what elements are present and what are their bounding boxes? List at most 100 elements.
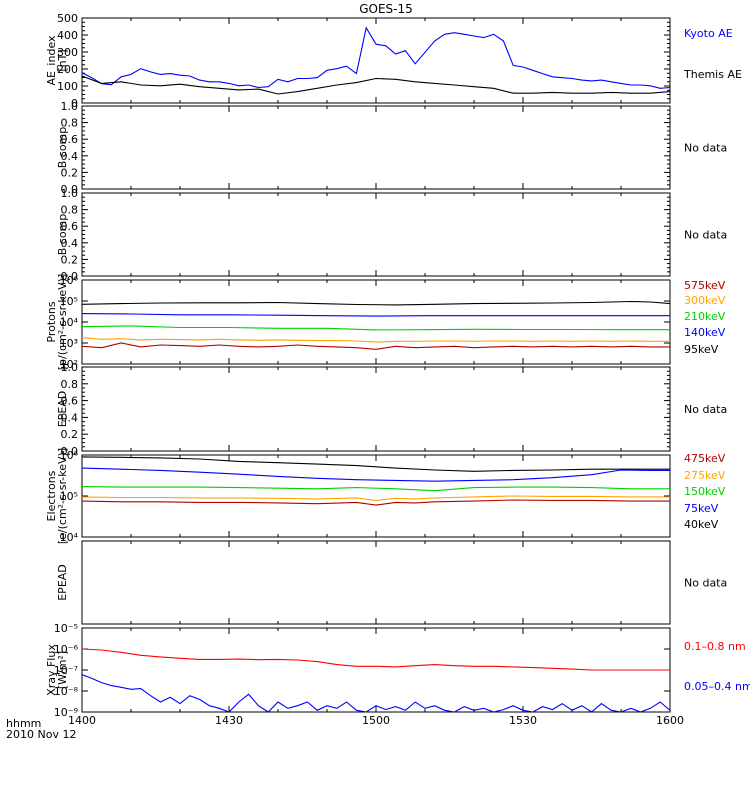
y-tick-label: 400 [57,29,78,42]
x-tick-label: 1430 [215,714,243,727]
y-tick-label: 0.2 [61,166,79,179]
y-tick-label: 0.0 [61,183,79,196]
y-tick-label: 0.2 [61,253,79,266]
panel-protons: 10² 10³ 10⁴ 10⁵ 10⁶ Protons[p/(cm²-s-sr-keV)]… [45,274,726,371]
time-format-label: hhmm [6,717,41,730]
y-tick-label: 10⁴ [60,531,79,544]
x-tick-label: 1500 [362,714,390,727]
series-line-ae-themis-ae [82,75,670,95]
y-tick-label: 100 [57,80,78,93]
legend-entry: 95keV [684,343,719,356]
y-tick-label: 0.0 [61,445,79,458]
y-tick-label: 10⁴ [60,316,79,329]
y-tick-label: 0.6 [61,395,79,408]
legend-entry: 40keV [684,518,719,531]
y-tick-label: 1.0 [61,187,79,200]
no-data-label: No data [684,577,727,590]
y-tick-label: 200 [57,63,78,76]
date-label: 2010 Nov 12 [6,728,76,741]
y-tick-label: 10⁶ [60,449,79,462]
y-axis-label: AE_index [45,35,58,86]
series-line-protons-300kev [82,337,670,343]
y-axis-label: Protons [45,301,58,342]
series-line-electrons-475kev [82,499,670,506]
y-axis-label: [nT] [56,49,69,71]
y-tick-label: 0.6 [61,133,79,146]
panel-frame-b1 [81,105,671,190]
y-tick-label: 10² [60,358,78,371]
legend-entry: 575keV [684,279,726,292]
y-tick-label: 500 [57,12,78,25]
legend-entry: 0.05–0.4 nm [684,680,750,693]
legend-entry: 0.1–0.8 nm [684,640,746,653]
panel-frame-ae [81,17,671,104]
no-data-label: No data [684,229,727,242]
y-tick-label: 10⁻⁹ [54,706,78,719]
series-line-xray-0-05-0-4-nm [82,674,670,712]
panel-frame-protons [81,279,671,365]
legend-entry: 210keV [684,310,726,323]
y-axis-label: EPEAD [56,564,69,601]
series-line-protons-575kev [82,342,670,350]
x-tick-label: 1400 [68,714,96,727]
legend-entry: 150keV [684,485,726,498]
panel-frame-b2 [81,192,671,277]
series-line-ae-kyoto-ae [82,26,670,89]
x-tick-label: 1530 [509,714,537,727]
panels: 0 100 200 300 400 500 AE_index[nT] Kyoto AE Them… [45,12,750,719]
panel-epead1: 0.0 0.2 0.4 0.6 0.8 1.0 EPEAD No data [56,361,727,458]
y-tick-label: 0.8 [61,117,79,130]
y-tick-label: 10³ [60,337,78,350]
y-tick-label: 10⁻⁶ [54,643,79,656]
y-tick-label: 0.4 [61,237,79,250]
y-axis-label: B comp [56,127,69,169]
panel-frame-epead1 [81,366,671,452]
y-tick-label: 0.6 [61,220,79,233]
series-line-protons-140kev [82,313,670,317]
legend-entry: 475keV [684,452,726,465]
no-data-label: No data [684,142,727,155]
y-tick-label: 10⁻⁸ [54,685,79,698]
y-axis-label: Xray Flux [45,644,58,696]
y-tick-label: 0.4 [61,150,79,163]
x-tick-label: 1600 [656,714,684,727]
y-tick-label: 300 [57,46,78,59]
legend-entry: 300keV [684,294,726,307]
panel-b1: 0.0 0.2 0.4 0.6 0.8 1.0 B comp No data [56,100,727,196]
figure-title: GOES-15 [359,2,413,16]
y-axis-label: [e/(cm²-s-sr-keV)] [56,448,69,544]
legend-entry: 140keV [684,326,726,339]
legend-entry: 75keV [684,502,719,515]
series-line-protons-210kev [82,325,670,331]
series-line-protons-95kev [82,300,670,306]
panel-epead2: EPEAD No data [56,540,727,625]
series-line-electrons-275kev [82,495,670,501]
y-tick-label: 10⁻⁷ [54,664,78,677]
panel-xray: 10⁻⁹ 10⁻⁸ 10⁻⁷ 10⁻⁶ 10⁻⁵ Xray Flux[W/m²] 0.1–0… [45,622,750,719]
y-tick-label: 0.8 [61,204,79,217]
y-tick-label: 0 [71,97,78,110]
panel-ae: 0 100 200 300 400 500 AE_index[nT] Kyoto AE Them… [45,12,742,110]
y-tick-label: 0.0 [61,270,79,283]
series-line-xray-0-1-0-8-nm [82,648,670,671]
y-tick-label: 0.4 [61,411,79,424]
y-tick-label: 10⁻⁵ [54,622,78,635]
y-axis-label: [W/m²] [56,651,69,689]
series-line-electrons-40kev [82,456,670,472]
y-tick-label: 10⁵ [60,490,78,503]
legend-entry: Themis AE [683,68,742,81]
no-data-label: No data [684,403,727,416]
y-axis-label: B comp [56,214,69,256]
y-tick-label: 0.8 [61,378,79,391]
y-axis-label: [p/(cm²-s-sr-keV)] [56,274,69,371]
series-line-electrons-75kev [82,467,670,482]
panel-frame-epead2 [81,540,671,625]
panel-b2: 0.0 0.2 0.4 0.6 0.8 1.0 B comp No data [56,187,727,283]
legend-entry: Kyoto AE [684,27,733,40]
y-axis-label: EPEAD [56,391,69,428]
y-tick-label: 1.0 [61,361,79,374]
y-axis-label: Electrons [45,470,58,521]
y-tick-label: 10⁶ [60,274,79,287]
